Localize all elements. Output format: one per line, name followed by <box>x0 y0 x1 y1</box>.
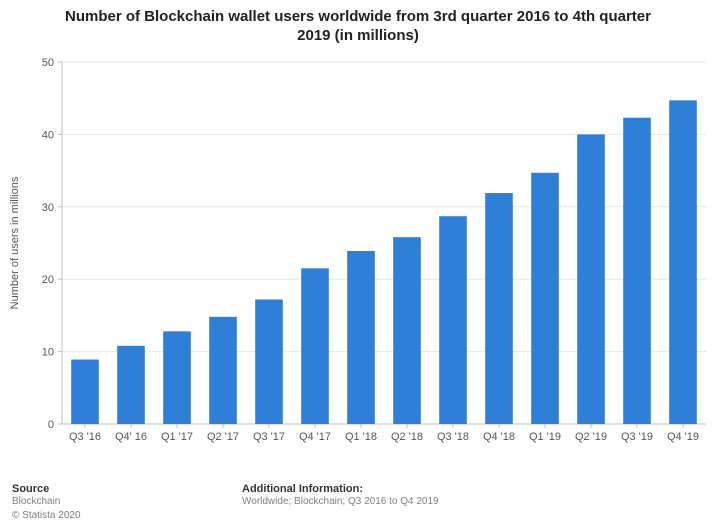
x-tick-label: Q2 '17 <box>207 431 239 443</box>
y-tick-label: 50 <box>42 57 54 69</box>
bar <box>439 216 467 424</box>
bar <box>669 100 697 424</box>
x-tick-label: Q4 '17 <box>299 431 331 443</box>
chart-footer: Source Blockchain © Statista 2020 Additi… <box>0 479 716 532</box>
bar <box>577 134 605 424</box>
footer-source-label: Source <box>12 483 242 495</box>
x-tick-label: Q3 '16 <box>69 431 101 443</box>
footer-source: Source Blockchain © Statista 2020 <box>12 483 242 522</box>
x-tick-label: Q4' 16 <box>115 431 147 443</box>
footer-additional-line1: Worldwide; Blockchain; Q3 2016 to Q4 201… <box>242 495 439 509</box>
x-tick-label: Q3 '19 <box>621 431 653 443</box>
y-tick-label: 0 <box>48 419 54 431</box>
x-tick-label: Q2 '19 <box>575 431 607 443</box>
bar <box>347 250 375 423</box>
chart-area: 0 10 20 30 40 50 Number of users in millions Q3… <box>0 46 716 480</box>
x-tick-label: Q1 '17 <box>161 431 193 443</box>
bar <box>209 316 237 423</box>
page: Number of Blockchain wallet users worldw… <box>0 0 716 532</box>
bar <box>485 193 513 424</box>
footer-additional: Additional Information: Worldwide; Block… <box>242 483 439 522</box>
x-tick-label: Q2 '18 <box>391 431 423 443</box>
y-tick-label: 30 <box>42 201 54 213</box>
bar <box>531 172 559 423</box>
y-axis-label: Number of users in millions <box>9 176 21 309</box>
y-tick-label: 10 <box>42 346 54 358</box>
y-tick-label: 20 <box>42 274 54 286</box>
chart-title-line2: 2019 (in millions) <box>297 27 419 44</box>
bar <box>163 331 191 424</box>
x-tick-label: Q3 '18 <box>437 431 469 443</box>
x-tick-label: Q1 '18 <box>345 431 377 443</box>
y-tick-label: 40 <box>42 129 54 141</box>
bar <box>71 359 99 423</box>
footer-additional-label: Additional Information: <box>242 483 439 495</box>
x-tick-label: Q3 '17 <box>253 431 285 443</box>
bar <box>117 345 145 423</box>
footer-source-line1: Blockchain <box>12 495 242 509</box>
bar <box>301 268 329 424</box>
bar-chart: 0 10 20 30 40 50 Number of users in millions Q3… <box>0 46 716 456</box>
chart-title: Number of Blockchain wallet users worldw… <box>0 0 716 46</box>
chart-title-line1: Number of Blockchain wallet users worldw… <box>65 8 651 25</box>
x-tick-label: Q4 '18 <box>483 431 515 443</box>
bar <box>393 237 421 424</box>
x-tick-label: Q4 '19 <box>667 431 699 443</box>
footer-source-line2: © Statista 2020 <box>12 509 242 523</box>
x-tick-label: Q1 '19 <box>529 431 561 443</box>
bar <box>623 117 651 423</box>
bar <box>255 299 283 424</box>
